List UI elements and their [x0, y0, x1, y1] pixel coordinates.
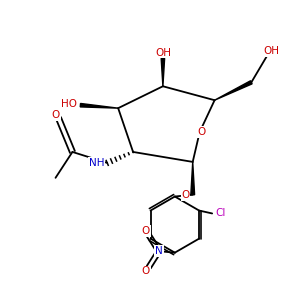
Polygon shape: [191, 162, 195, 195]
Text: O: O: [52, 110, 60, 120]
Polygon shape: [214, 81, 252, 100]
Text: Cl: Cl: [215, 208, 226, 219]
Text: O: O: [142, 266, 150, 276]
Text: NH: NH: [89, 158, 104, 168]
Text: OH: OH: [264, 46, 280, 56]
Polygon shape: [161, 58, 165, 86]
Text: HO: HO: [61, 99, 77, 109]
Text: O: O: [181, 190, 190, 200]
Text: OH: OH: [155, 48, 171, 58]
Polygon shape: [80, 103, 118, 108]
Text: O: O: [197, 127, 205, 137]
Text: O: O: [142, 226, 150, 236]
Text: N: N: [155, 246, 163, 256]
